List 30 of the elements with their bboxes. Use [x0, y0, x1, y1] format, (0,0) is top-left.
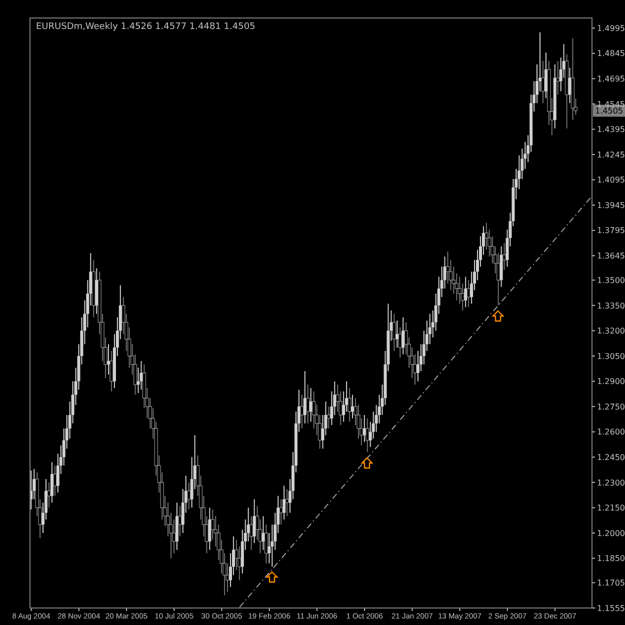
y-tick-label: 1.2450	[597, 452, 625, 462]
candlestick	[262, 516, 265, 550]
y-tick-label: 1.1850	[597, 554, 625, 564]
y-tick-label: 1.3645	[597, 252, 625, 261]
candlestick	[208, 507, 212, 550]
chart-title: EURUSDm,Weekly 1.4526 1.4577 1.4481 1.4505	[36, 22, 256, 32]
candlestick	[282, 485, 286, 520]
y-tick-label: 1.3500	[597, 276, 625, 285]
y-tick-label: 1.4845	[597, 49, 625, 58]
y-tick-label: 1.2600	[597, 428, 625, 437]
y-tick-label: 1.3350	[597, 301, 625, 310]
y-tick-label: 1.4095	[597, 176, 625, 185]
y-tick-label: 1.2300	[597, 478, 625, 488]
candlestick	[50, 462, 54, 504]
y-tick-label: 1.1555	[597, 604, 625, 613]
y-tick-label: 1.4995	[597, 24, 625, 33]
y-tick-label: 1.2000	[597, 528, 625, 538]
y-tick-label: 1.3200	[597, 326, 625, 336]
y-tick-label: 1.2750	[597, 402, 625, 412]
y-tick-label: 1.3795	[597, 226, 625, 236]
y-tick-label: 1.3945	[597, 200, 625, 210]
y-tick-label: 1.3050	[597, 352, 625, 361]
y-tick-label: 1.4245	[597, 150, 625, 160]
candlestick	[252, 498, 256, 544]
y-tick-label: 1.4695	[597, 74, 625, 84]
y-tick-label: 1.4395	[597, 125, 625, 134]
y-tick-label: 1.2150	[597, 504, 625, 513]
y-tick-label: 1.2900	[597, 377, 625, 386]
annotation: 1.4505	[595, 106, 623, 116]
y-tick-label: 1.1705	[597, 578, 625, 588]
